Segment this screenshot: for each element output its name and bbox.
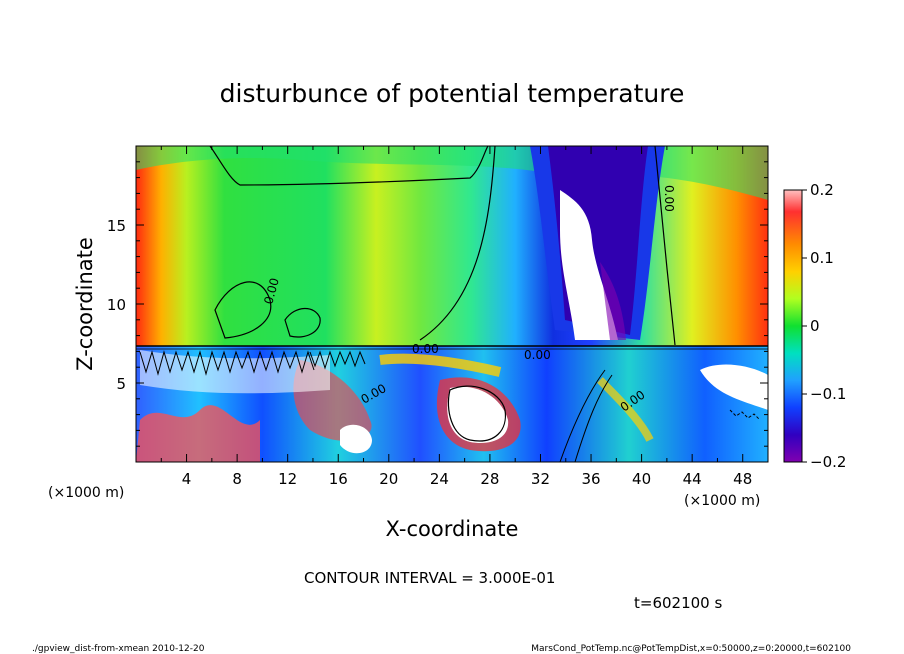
time-text: t=602100 s: [634, 594, 722, 612]
chart-title: disturbunce of potential temperature: [220, 79, 685, 108]
x-tick-label: 32: [531, 470, 550, 488]
x-tick-label: 48: [733, 470, 752, 488]
y-axis-ticks: 5 10 15: [107, 161, 768, 447]
colorbar-tick-label: 0: [810, 317, 820, 335]
x-tick-label: 44: [683, 470, 702, 488]
x-tick-label: 28: [480, 470, 499, 488]
contour-label: 0.00: [412, 342, 439, 356]
y-axis-label: Z-coordinate: [73, 237, 97, 371]
x-tick-label: 8: [232, 470, 242, 488]
x-tick-label: 4: [182, 470, 192, 488]
contour-label: 0.00: [524, 348, 551, 362]
x-tick-label: 16: [329, 470, 348, 488]
y-tick-label: 10: [107, 296, 126, 314]
x-tick-label: 36: [581, 470, 600, 488]
x-tick-label: 24: [430, 470, 449, 488]
colorbar-tick-label: 0.1: [810, 249, 834, 267]
footer-right: MarsCond_PotTemp.nc@PotTempDist,x=0:5000…: [531, 644, 851, 654]
contour-label: 0.00: [662, 185, 676, 212]
colorbar: [783, 189, 803, 463]
footer-left: ./gpview_dist-from-xmean 2010-12-20: [32, 644, 205, 654]
x-unit-label-left: (×1000 m): [48, 485, 124, 501]
heatmap-field: [136, 146, 768, 462]
colorbar-tick-label: −0.1: [810, 385, 846, 403]
colorbar-tick-label: 0.2: [810, 181, 834, 199]
colorbar-ticks: 0.2 0.1 0 −0.1 −0.2: [802, 181, 846, 471]
y-tick-label: 5: [116, 375, 126, 393]
colorbar-tick-label: −0.2: [810, 453, 846, 471]
x-unit-label-right: (×1000 m): [684, 493, 760, 509]
y-tick-label: 15: [107, 217, 126, 235]
x-tick-label: 12: [278, 470, 297, 488]
x-axis-label: X-coordinate: [386, 517, 519, 541]
x-tick-label: 20: [379, 470, 398, 488]
x-axis-ticks: 4 8 12 16 20 24 28 32 36 40 44 48: [160, 146, 752, 488]
x-tick-label: 40: [632, 470, 651, 488]
contour-interval-text: CONTOUR INTERVAL = 3.000E-01: [304, 569, 555, 587]
contour-label: 0.00: [261, 276, 281, 305]
